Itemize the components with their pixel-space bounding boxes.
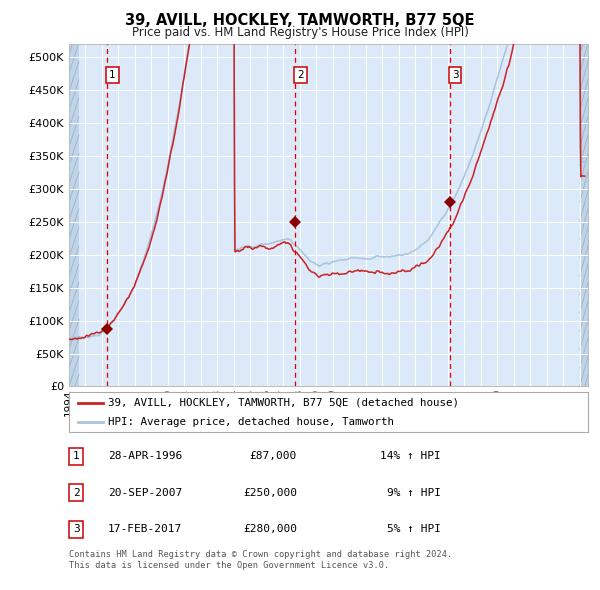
Text: 17-FEB-2017: 17-FEB-2017 <box>108 525 182 534</box>
Text: 39, AVILL, HOCKLEY, TAMWORTH, B77 5QE (detached house): 39, AVILL, HOCKLEY, TAMWORTH, B77 5QE (d… <box>108 398 459 408</box>
Text: £250,000: £250,000 <box>243 488 297 497</box>
Bar <box>69 44 79 386</box>
Text: 5% ↑ HPI: 5% ↑ HPI <box>387 525 441 534</box>
Text: 3: 3 <box>452 70 458 80</box>
Text: 2: 2 <box>73 488 80 497</box>
Text: 20-SEP-2007: 20-SEP-2007 <box>108 488 182 497</box>
Text: HPI: Average price, detached house, Tamworth: HPI: Average price, detached house, Tamw… <box>108 417 394 427</box>
Text: 28-APR-1996: 28-APR-1996 <box>108 451 182 461</box>
Text: 14% ↑ HPI: 14% ↑ HPI <box>380 451 441 461</box>
Text: £280,000: £280,000 <box>243 525 297 534</box>
Text: £87,000: £87,000 <box>250 451 297 461</box>
Text: 2: 2 <box>297 70 304 80</box>
Bar <box>580 44 588 386</box>
Text: 9% ↑ HPI: 9% ↑ HPI <box>387 488 441 497</box>
Text: Price paid vs. HM Land Registry's House Price Index (HPI): Price paid vs. HM Land Registry's House … <box>131 26 469 39</box>
Text: 39, AVILL, HOCKLEY, TAMWORTH, B77 5QE: 39, AVILL, HOCKLEY, TAMWORTH, B77 5QE <box>125 13 475 28</box>
Text: 1: 1 <box>73 451 80 461</box>
Text: 3: 3 <box>73 525 80 534</box>
Text: Contains HM Land Registry data © Crown copyright and database right 2024.
This d: Contains HM Land Registry data © Crown c… <box>69 550 452 570</box>
Text: 1: 1 <box>109 70 116 80</box>
